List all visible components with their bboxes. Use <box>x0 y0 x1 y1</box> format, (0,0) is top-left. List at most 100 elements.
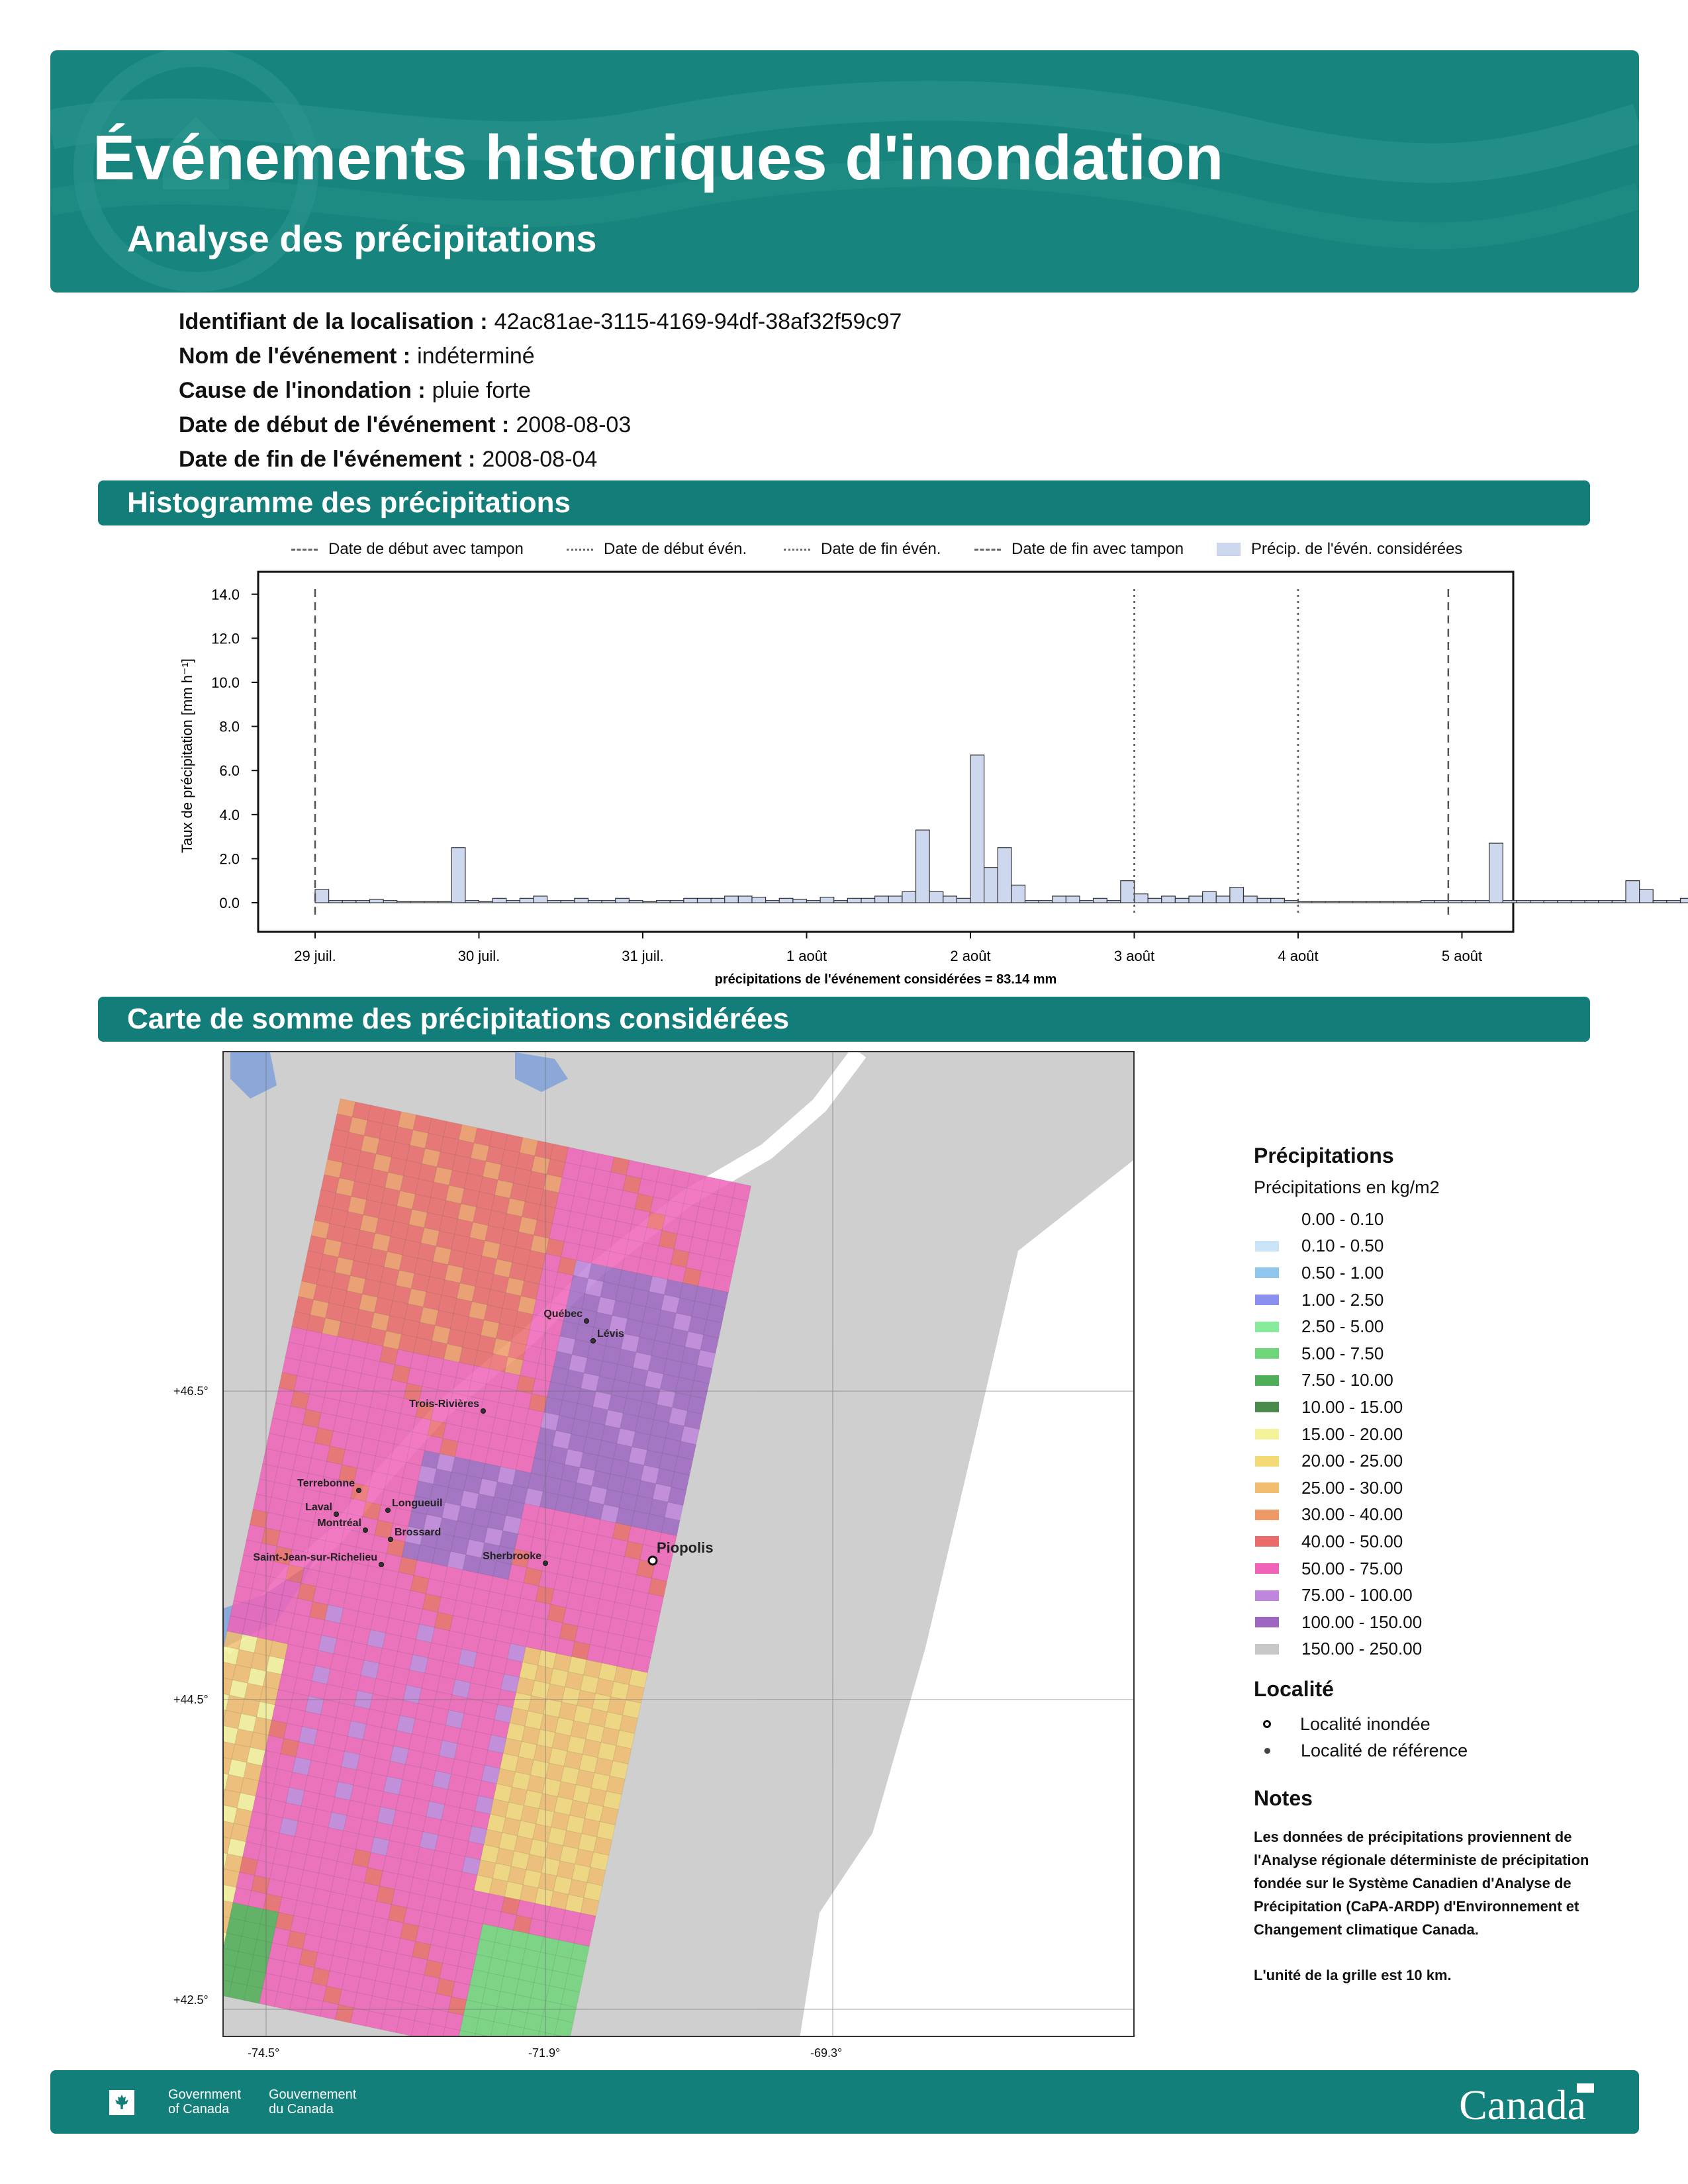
precip-bar <box>997 847 1012 903</box>
notes-text: Les données de précipitations proviennen… <box>1254 1829 1589 1938</box>
reference-locality-marker <box>379 1562 384 1567</box>
precip-bar <box>1639 889 1654 903</box>
precip-bar <box>737 895 753 903</box>
color-swatch <box>1255 1402 1279 1413</box>
color-swatch <box>1255 1295 1279 1306</box>
precip-bar <box>1311 901 1326 903</box>
legend-event-end: Date de fin évén. <box>784 536 941 563</box>
precip-bar <box>1407 901 1422 903</box>
precip-bar <box>1679 897 1688 903</box>
precip-bar <box>547 900 561 903</box>
city-label: Sherbrooke <box>483 1551 541 1562</box>
precip-bar <box>574 897 589 903</box>
legend-class-row: 20.00 - 25.00 <box>1254 1447 1624 1475</box>
class-range-label: 15.00 - 20.00 <box>1301 1424 1403 1444</box>
precip-bar <box>1584 900 1599 903</box>
precip-bar <box>1421 900 1435 903</box>
field-value: 2008-08-04 <box>482 447 598 472</box>
precip-bar <box>1106 900 1121 903</box>
field-value: 2008-08-03 <box>516 412 632 437</box>
page-title: Événements historiques d'inondation <box>93 122 1224 193</box>
lake-water-northwest <box>230 1052 277 1099</box>
lon-label: -71.9° <box>528 2046 561 2060</box>
legend-class-row: 100.00 - 150.00 <box>1254 1609 1624 1636</box>
precip-bar <box>1243 895 1258 903</box>
map-legend: Précipitations Précipitations en kg/m2 0… <box>1254 1144 1624 1987</box>
precip-bar <box>1461 900 1476 903</box>
precip-bar <box>1380 901 1394 903</box>
color-swatch <box>1255 1429 1279 1440</box>
section-map-title: Carte de somme des précipitations consid… <box>98 997 1590 1042</box>
class-range-label: 0.10 - 0.50 <box>1301 1236 1384 1256</box>
city-label: Longueuil <box>392 1498 442 1509</box>
precip-bar <box>1188 895 1203 903</box>
reference-locality-marker <box>481 1408 486 1414</box>
precip-bar <box>861 897 876 903</box>
class-range-label: 5.00 - 7.50 <box>1301 1343 1384 1363</box>
precipitation-map: Québec Lévis Trois-Rivières Terrebonne Laval… <box>222 1051 1135 2037</box>
reference-locality-marker <box>363 1527 368 1533</box>
color-swatch <box>1255 1240 1279 1251</box>
gov-fr-label: Gouvernement du Canada <box>269 2087 357 2116</box>
field-value: 42ac81ae-3115-4169-94df-38af32f59c97 <box>494 309 902 334</box>
dashed-line-icon <box>974 548 1001 551</box>
precip-bar <box>847 897 862 903</box>
event-info: Identifiant de la localisation :42ac81ae… <box>179 304 902 477</box>
color-swatch <box>1255 1590 1279 1601</box>
class-range-label: 50.00 - 75.00 <box>1301 1558 1403 1578</box>
reference-locality-marker <box>385 1508 391 1513</box>
class-range-label: 25.00 - 30.00 <box>1301 1477 1403 1498</box>
precip-bar <box>874 895 889 903</box>
class-range-label: 100.00 - 150.00 <box>1301 1612 1423 1632</box>
event-field-cause: Cause de l'inondation : pluie forte <box>179 373 902 408</box>
precip-bar <box>328 900 343 903</box>
precip-bar <box>1079 900 1094 903</box>
precip-bar <box>410 901 425 903</box>
legend-label: Date de début avec tampon <box>328 540 524 558</box>
legend-class-row: 40.00 - 50.00 <box>1254 1528 1624 1555</box>
legend-class-row: 10.00 - 15.00 <box>1254 1394 1624 1421</box>
legend-event-start: Date de début évén. <box>567 536 747 563</box>
y-tick-label: 14.0 <box>211 586 240 603</box>
precip-bar <box>751 897 767 903</box>
class-range-label: 150.00 - 250.00 <box>1301 1639 1423 1659</box>
precip-bar <box>1215 895 1231 903</box>
dashed-line-icon <box>291 548 318 551</box>
precip-bar <box>806 900 821 903</box>
precip-bar <box>1011 884 1026 903</box>
precip-bar <box>669 900 684 903</box>
dotted-line-icon <box>567 548 593 551</box>
legend-subtitle: Précipitations en kg/m2 <box>1254 1177 1440 1197</box>
class-range-label: 30.00 - 40.00 <box>1301 1504 1403 1525</box>
color-swatch <box>1255 1482 1279 1494</box>
precip-bar <box>1038 900 1053 903</box>
wordmark-flag-icon <box>1577 2083 1594 2093</box>
legend-classes: 0.00 - 0.10 0.10 - 0.50 0.50 - 1.00 1.00 - … <box>1254 1206 1624 1662</box>
legend-considered: Précip. de l'évén. considérées <box>1217 536 1462 563</box>
city-label: Trois-Rivières <box>409 1398 479 1410</box>
precip-bar <box>1297 901 1313 903</box>
color-swatch <box>1255 1267 1279 1279</box>
precip-bar <box>683 897 698 903</box>
precip-bar <box>314 889 330 903</box>
dotted-line-icon <box>784 548 810 551</box>
precip-bar <box>465 900 480 903</box>
city-label: Piopolis <box>657 1539 714 1556</box>
lon-label: -74.5° <box>248 2046 280 2060</box>
city-label: Terrebonne <box>297 1478 355 1489</box>
precip-bar <box>369 899 384 903</box>
precip-bar <box>451 847 466 903</box>
reference-locality-marker <box>356 1488 361 1493</box>
legend-label: Localité inondée <box>1300 1713 1430 1734</box>
event-field-end: Date de fin de l'événement :2008-08-04 <box>179 442 902 477</box>
legend-class-row: 75.00 - 100.00 <box>1254 1582 1624 1609</box>
precip-bar <box>902 891 917 903</box>
precip-bar <box>478 901 493 903</box>
precip-bar <box>696 897 712 903</box>
event-field-name: Nom de l'événement : indéterminé <box>179 339 902 373</box>
graticule <box>224 1052 1133 2036</box>
precip-bar <box>1652 900 1667 903</box>
precip-bar <box>833 900 848 903</box>
precip-bar <box>1366 901 1381 903</box>
y-tick-label: 6.0 <box>219 762 240 779</box>
